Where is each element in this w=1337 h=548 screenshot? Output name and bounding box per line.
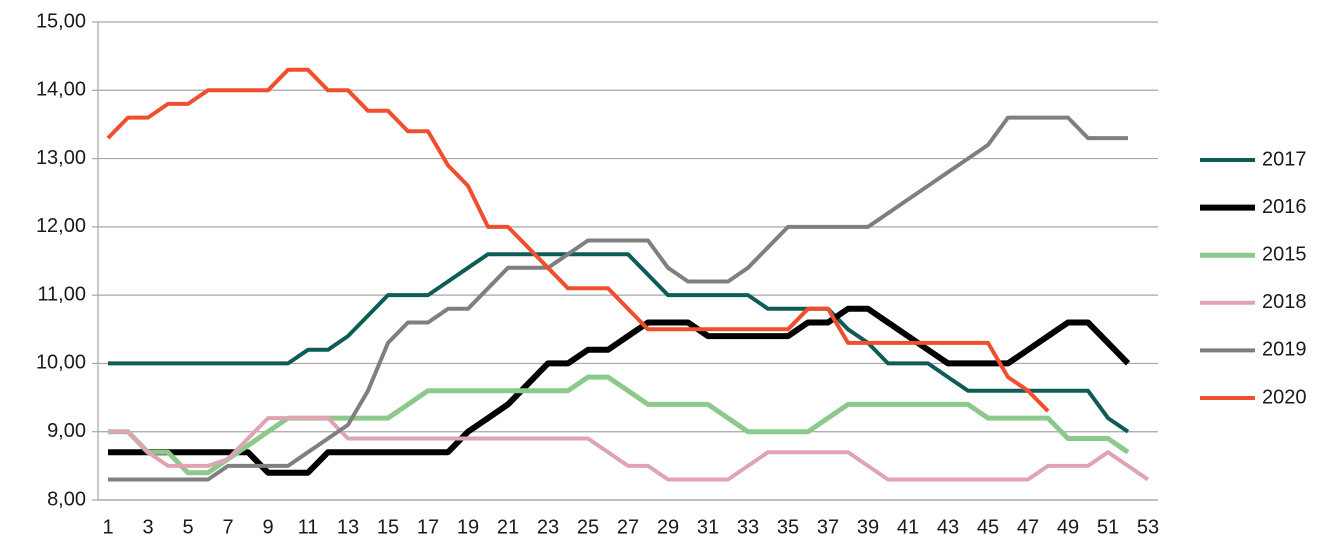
- y-tick-label: 11,00: [37, 283, 86, 305]
- legend-label: 2015: [1262, 243, 1307, 265]
- legend-label: 2020: [1262, 386, 1307, 408]
- y-tick-label: 14,00: [36, 79, 86, 101]
- x-tick-label: 53: [1137, 516, 1159, 538]
- series-line: [108, 115, 1128, 482]
- x-tick-label: 1: [102, 516, 113, 538]
- x-tick-label: 37: [817, 516, 839, 538]
- x-tick-label: 47: [1017, 516, 1039, 538]
- legend-label: 2018: [1262, 291, 1307, 313]
- y-tick-label: 8,00: [47, 488, 86, 510]
- x-tick-label: 7: [222, 516, 233, 538]
- x-tick-label: 25: [577, 516, 599, 538]
- x-tick-label: 29: [657, 516, 679, 538]
- y-tick-label: 15,00: [36, 10, 86, 32]
- y-tick-label: 10,00: [36, 352, 86, 374]
- x-tick-label: 39: [857, 516, 879, 538]
- y-tick-label: 9,00: [47, 420, 86, 442]
- x-tick-label: 3: [142, 516, 153, 538]
- series-line: [108, 305, 1131, 476]
- x-tick-label: 49: [1057, 516, 1079, 538]
- y-tick-label: 12,00: [36, 215, 86, 237]
- legend-label: 2019: [1262, 339, 1307, 361]
- y-tick-label: 13,00: [36, 147, 86, 169]
- x-tick-label: 23: [537, 516, 559, 538]
- x-tick-label: 13: [337, 516, 359, 538]
- x-tick-label: 5: [182, 516, 193, 538]
- x-tick-label: 9: [262, 516, 273, 538]
- x-tick-label: 27: [617, 516, 639, 538]
- x-tick-label: 43: [937, 516, 959, 538]
- x-tick-label: 45: [977, 516, 999, 538]
- x-tick-label: 35: [777, 516, 799, 538]
- series-line: [108, 416, 1150, 482]
- x-tick-label: 19: [457, 516, 479, 538]
- x-tick-label: 41: [897, 516, 919, 538]
- x-tick-label: 31: [697, 516, 719, 538]
- x-tick-label: 33: [737, 516, 759, 538]
- x-tick-label: 51: [1097, 516, 1119, 538]
- legend-label: 2017: [1262, 148, 1307, 170]
- series-line: [106, 67, 1050, 413]
- series-line: [108, 252, 1130, 434]
- x-tick-label: 17: [417, 516, 439, 538]
- legend-label: 2016: [1262, 196, 1307, 218]
- x-tick-label: 15: [377, 516, 399, 538]
- series-line: [108, 374, 1130, 476]
- x-tick-label: 21: [497, 516, 519, 538]
- x-tick-label: 11: [298, 516, 319, 538]
